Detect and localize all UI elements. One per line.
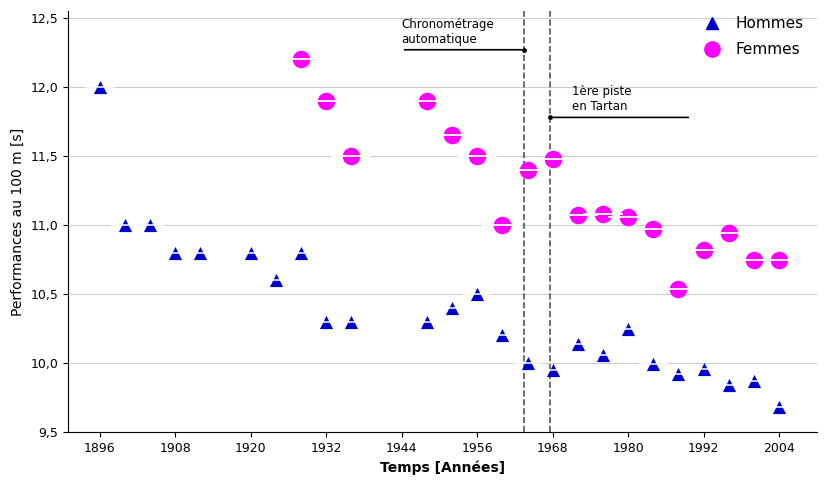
Point — [772, 403, 785, 411]
Point — [194, 249, 207, 257]
Point — [294, 55, 308, 63]
Point — [671, 370, 684, 378]
Point — [344, 318, 357, 326]
Point — [495, 331, 509, 339]
Point — [571, 211, 584, 219]
Point — [420, 318, 433, 326]
Point — [545, 366, 558, 374]
Point — [571, 340, 584, 347]
Point — [646, 361, 659, 368]
Point — [520, 166, 533, 174]
Point — [169, 249, 182, 257]
Text: Chronométrage
automatique: Chronométrage automatique — [401, 17, 494, 46]
Point — [470, 152, 483, 160]
Point — [445, 304, 458, 312]
Point — [621, 325, 634, 332]
Point — [294, 249, 308, 257]
Point — [671, 285, 684, 293]
Point — [495, 221, 509, 229]
Y-axis label: Performances au 100 m [s]: Performances au 100 m [s] — [11, 127, 25, 316]
X-axis label: Temps [Années]: Temps [Années] — [380, 460, 504, 475]
Point — [696, 246, 710, 254]
Point — [244, 249, 257, 257]
Point — [344, 152, 357, 160]
Point — [696, 364, 710, 372]
Point — [319, 318, 332, 326]
Point — [545, 155, 558, 163]
Point — [269, 277, 282, 284]
Point — [747, 256, 760, 263]
Point — [772, 256, 785, 263]
Point — [319, 97, 332, 104]
Point — [621, 213, 634, 221]
Point — [721, 229, 734, 237]
Point — [470, 290, 483, 298]
Point — [118, 221, 131, 229]
Point — [595, 210, 609, 218]
Legend: Hommes, Femmes: Hommes, Femmes — [690, 10, 808, 63]
Point — [721, 382, 734, 389]
Point — [520, 359, 533, 367]
Point — [420, 97, 433, 104]
Point — [445, 131, 458, 139]
Point — [747, 377, 760, 385]
Text: 1ère piste
en Tartan: 1ère piste en Tartan — [571, 85, 630, 113]
Point — [93, 83, 106, 91]
Point — [595, 351, 609, 359]
Point — [646, 226, 659, 233]
Point — [143, 221, 156, 229]
